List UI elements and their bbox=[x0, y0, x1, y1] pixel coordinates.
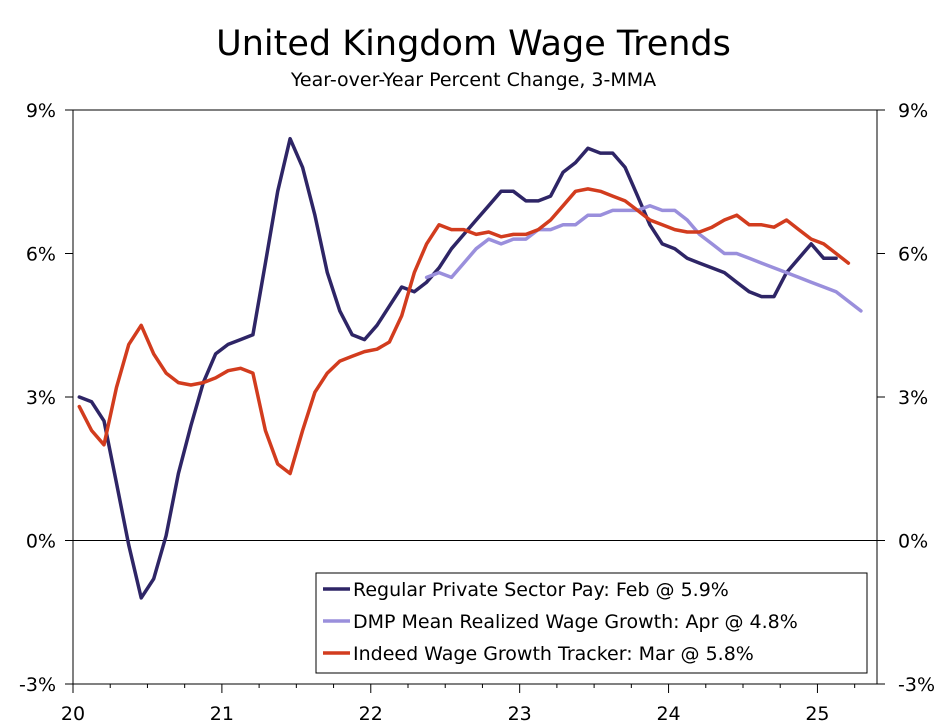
legend-label-2: DMP Mean Realized Wage Growth: Apr @ 4.8… bbox=[353, 611, 798, 633]
chart-title: United Kingdom Wage Trends bbox=[216, 24, 731, 64]
x-tick-label: 25 bbox=[805, 703, 829, 725]
series-line-3 bbox=[77, 187, 851, 476]
legend: Regular Private Sector Pay: Feb @ 5.9% DM… bbox=[315, 572, 868, 674]
series-line-1 bbox=[77, 136, 838, 600]
y-tick-label-left: 6% bbox=[26, 244, 56, 266]
y-tick-label-right: 6% bbox=[898, 244, 928, 266]
x-tick-label: 23 bbox=[508, 703, 532, 725]
x-tick-label: 21 bbox=[210, 703, 234, 725]
y-tick-label-right: -3% bbox=[898, 674, 935, 696]
legend-label-3: Indeed Wage Growth Tracker: Mar @ 5.8% bbox=[353, 643, 754, 665]
y-tick-label-left: 9% bbox=[26, 100, 56, 122]
series-layer bbox=[77, 136, 863, 600]
y-tick-label-left: 0% bbox=[26, 531, 56, 553]
x-tick-label: 20 bbox=[61, 703, 85, 725]
y-tick-label-right: 0% bbox=[898, 531, 928, 553]
chart-subtitle: Year-over-Year Percent Change, 3-MMA bbox=[290, 69, 657, 91]
y-tick-label-right: 3% bbox=[898, 387, 928, 409]
y-tick-label-left: 3% bbox=[26, 387, 56, 409]
y-tick-label-right: 9% bbox=[898, 100, 928, 122]
legend-box bbox=[315, 572, 868, 674]
x-tick-label: 24 bbox=[656, 703, 680, 725]
x-tick-label: 22 bbox=[359, 703, 383, 725]
axes: 9% 9%6% 6%3% 3%0% 0%-3% -3%20 21 22 23 24 25 bbox=[19, 100, 935, 725]
series-line-2 bbox=[424, 203, 863, 313]
y-tick-label-left: -3% bbox=[19, 674, 56, 696]
legend-label-1: Regular Private Sector Pay: Feb @ 5.9% bbox=[353, 579, 729, 601]
